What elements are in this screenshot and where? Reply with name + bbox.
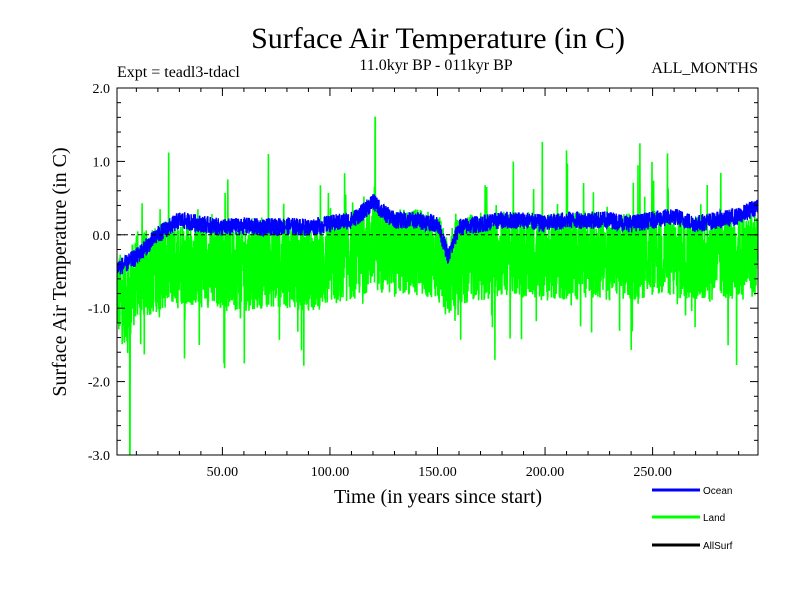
period-label: 11.0kyr BP - 011kyr BP bbox=[359, 57, 512, 74]
legend-label-allsurf: AllSurf bbox=[703, 541, 733, 552]
x-tick-label: 100.00 bbox=[311, 465, 350, 480]
x-tick-label: 200.00 bbox=[526, 465, 565, 480]
series-line-ocean bbox=[117, 194, 758, 275]
y-axis-label: Surface Air Temperature (in C) bbox=[49, 147, 71, 396]
y-tick-label: -2.0 bbox=[88, 376, 110, 391]
y-tick-label: -3.0 bbox=[88, 449, 110, 464]
x-axis-label: Time (in years since start) bbox=[334, 486, 542, 508]
y-tick-label: -1.0 bbox=[88, 302, 110, 317]
chart-title: Surface Air Temperature (in C) bbox=[251, 22, 625, 55]
series-line-land bbox=[117, 116, 758, 455]
legend-label-land: Land bbox=[703, 513, 725, 524]
legend-label-ocean: Ocean bbox=[703, 486, 732, 497]
y-tick-label: 0.0 bbox=[93, 229, 111, 244]
x-tick-label: 150.00 bbox=[418, 465, 457, 480]
plot-frame bbox=[116, 87, 759, 456]
experiment-label: Expt = teadl3-tdacl bbox=[117, 64, 240, 81]
y-tick-label: 1.0 bbox=[93, 155, 111, 170]
legend: Ocean Land AllSurf bbox=[652, 486, 733, 552]
y-tick-labels: 2.0 1.0 0.0 -1.0 -2.0 -3.0 bbox=[88, 82, 110, 464]
series-layer bbox=[117, 116, 758, 455]
x-tick-labels: 50.00 100.00 150.00 200.00 250.00 bbox=[207, 465, 672, 480]
x-tick-label: 250.00 bbox=[633, 465, 672, 480]
x-tick-label: 50.00 bbox=[207, 465, 239, 480]
months-label: ALL_MONTHS bbox=[651, 60, 758, 77]
y-tick-label: 2.0 bbox=[93, 82, 111, 97]
